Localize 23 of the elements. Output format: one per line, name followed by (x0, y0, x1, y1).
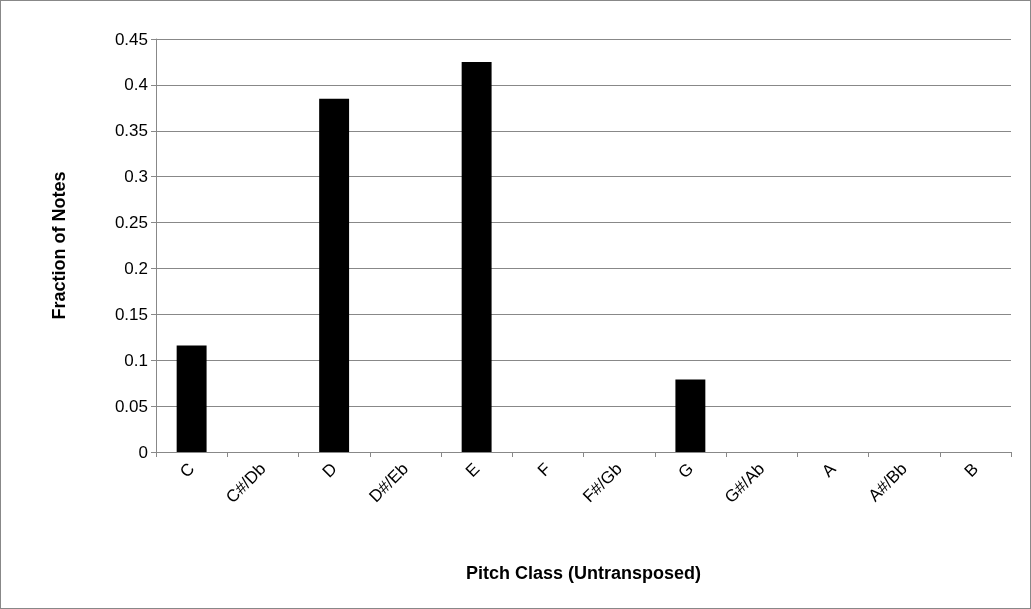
y-tick-label: 0 (138, 442, 148, 462)
x-tick-label: D (318, 459, 341, 482)
y-tick-label: 0.05 (114, 396, 148, 416)
x-tick-label: F (533, 459, 555, 481)
y-tick-label: 0.3 (124, 167, 148, 187)
y-tick-label: 0.25 (114, 213, 148, 233)
x-tick-label: A (818, 458, 841, 481)
x-tick-label: C (176, 459, 199, 482)
bar (176, 345, 207, 452)
bar (675, 379, 706, 452)
x-tick-label: B (960, 459, 983, 481)
y-tick-label: 0.35 (114, 121, 148, 141)
y-tick-label: 0.15 (114, 304, 148, 324)
y-tick-label: 0.2 (124, 258, 148, 278)
y-tick-label: 0.45 (114, 29, 148, 49)
x-tick-label: G (674, 459, 698, 483)
y-axis-title: Fraction of Notes (49, 171, 69, 320)
y-tick-label: 0.1 (124, 350, 148, 370)
bar (461, 61, 492, 452)
y-tick-label: 0.4 (124, 75, 148, 95)
x-tick-label: E (461, 459, 484, 481)
x-axis-title: Pitch Class (Untransposed) (465, 563, 702, 583)
bar (319, 98, 350, 452)
